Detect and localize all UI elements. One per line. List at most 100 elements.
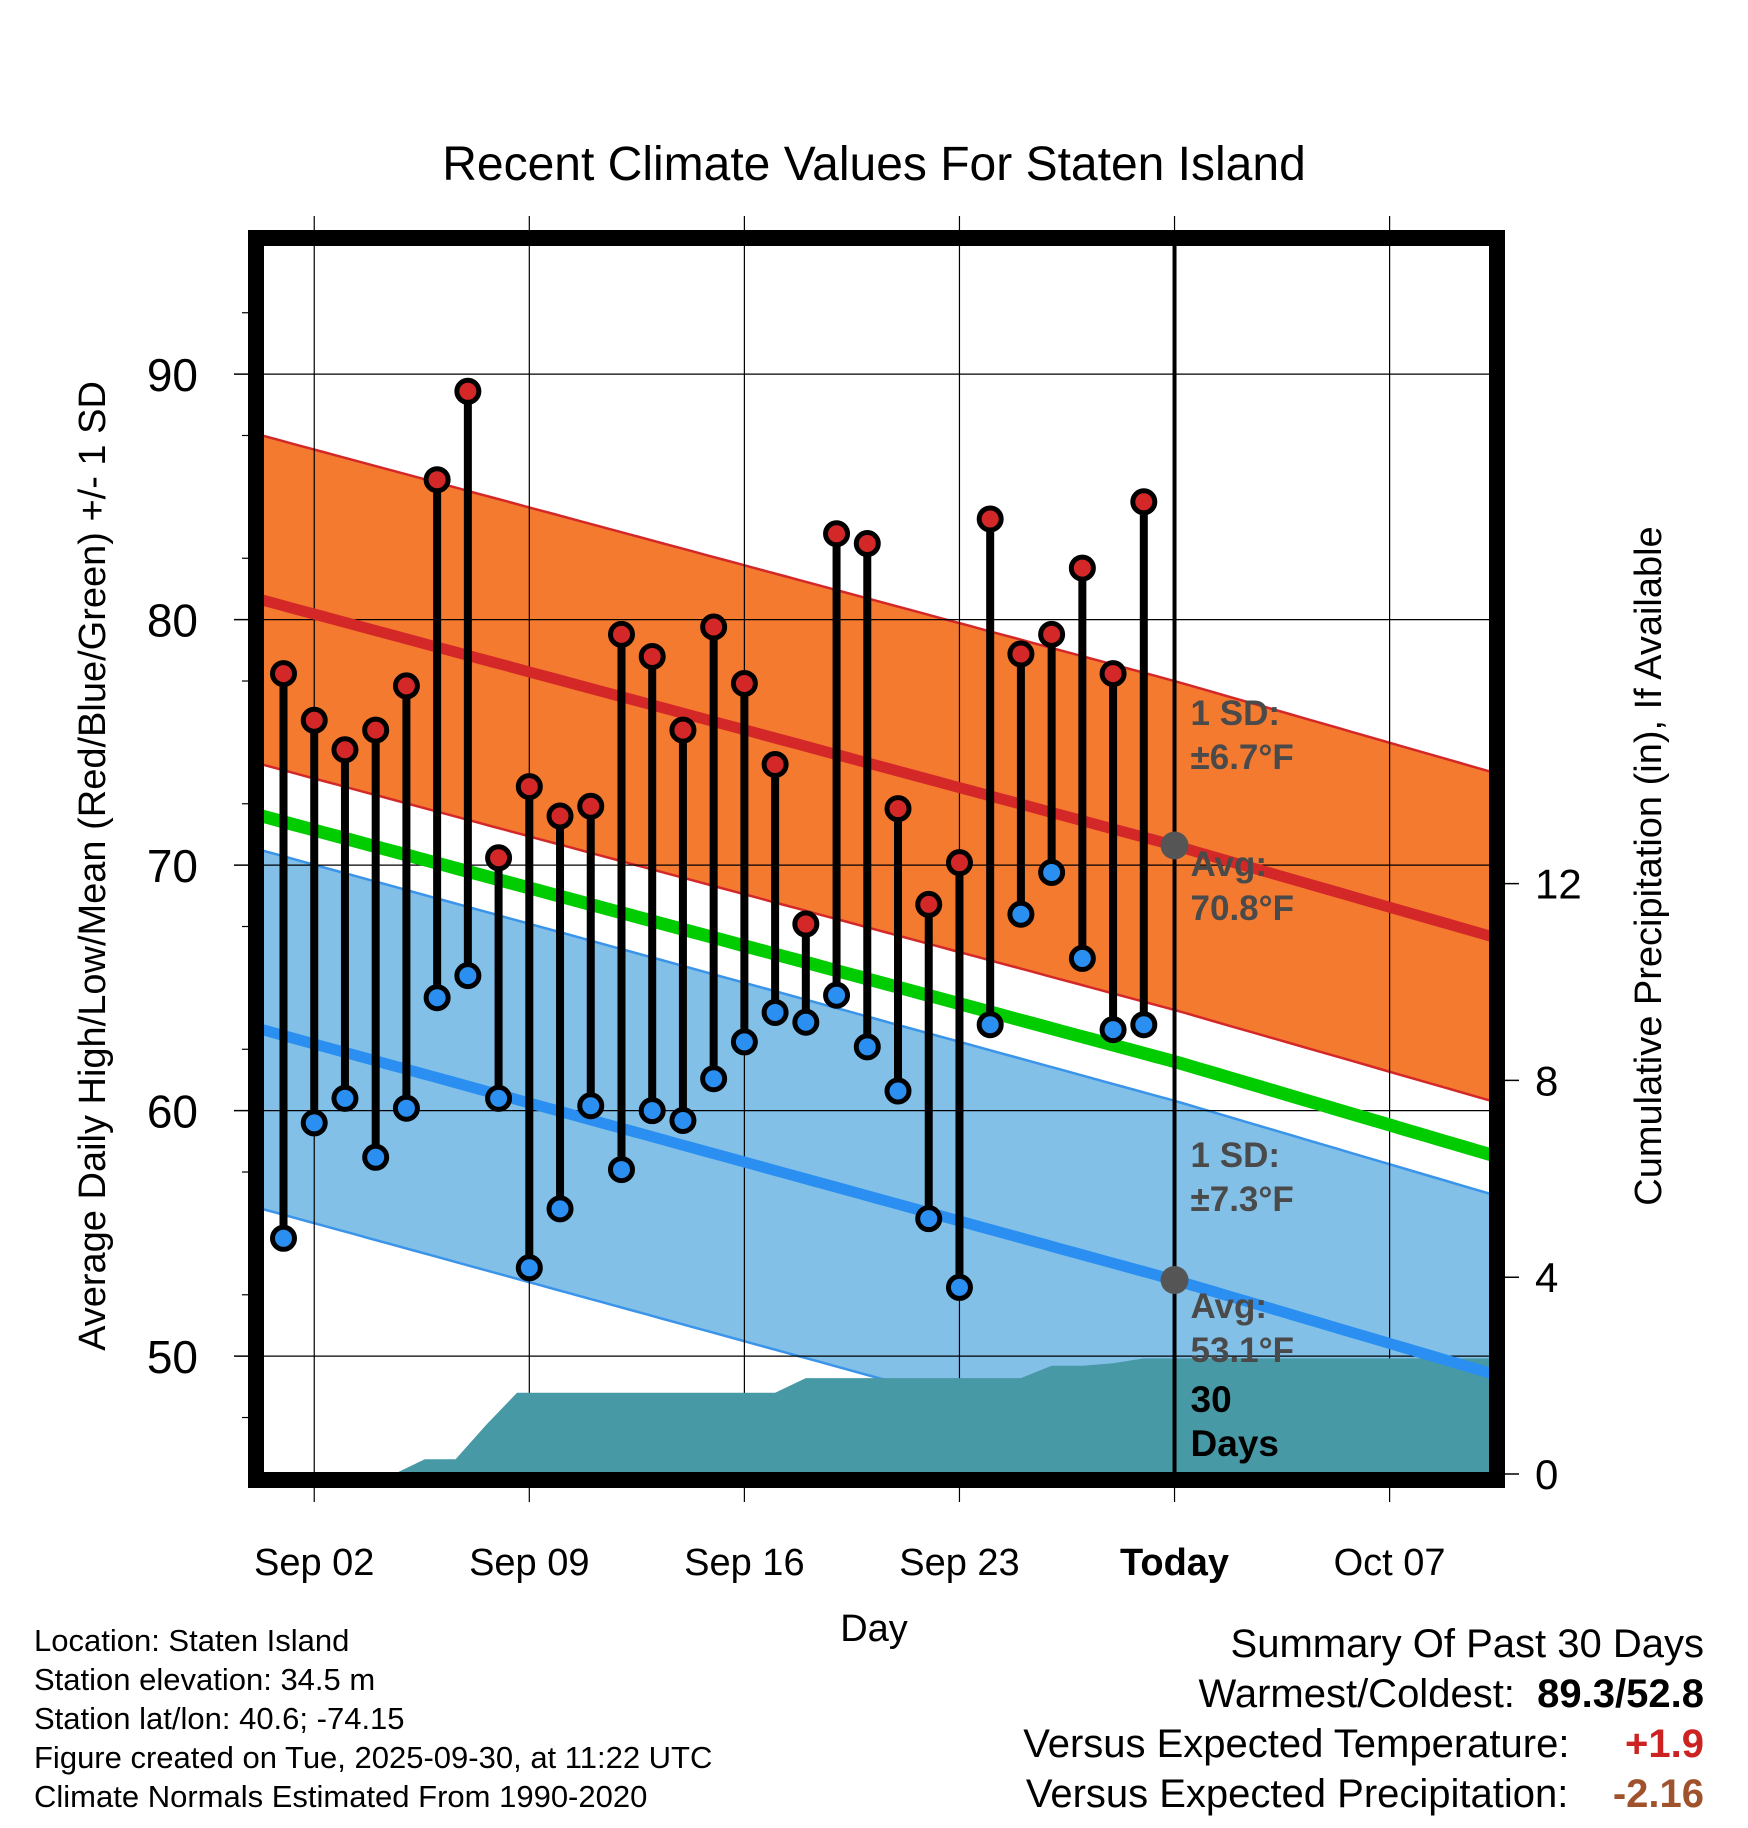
high-point-1 <box>270 660 298 688</box>
low-band-lower-edge <box>262 1207 1229 1474</box>
elevation-text: Station elevation: 34.5 m <box>34 1662 376 1697</box>
low-point-11 <box>577 1092 605 1120</box>
precip-value: -2.16 <box>1612 1772 1704 1816</box>
high-point-27 <box>1068 554 1096 582</box>
low-point-27 <box>1068 944 1096 972</box>
high-point-24 <box>976 505 1004 533</box>
summary-precip: Versus Expected Precipitation: -2.16 <box>1026 1772 1704 1817</box>
low-point-18 <box>792 1008 820 1036</box>
precip-area <box>262 1358 1491 1474</box>
low-point-20 <box>853 1033 881 1061</box>
high-point-10 <box>546 802 574 830</box>
summary-title: Summary Of Past 30 Days <box>1230 1622 1704 1666</box>
warm-cold-slash: / <box>1615 1672 1627 1716</box>
plot-frame <box>248 230 1505 1488</box>
days-label-0: 30 <box>1191 1379 1232 1420</box>
summary-warm-cold: Warmest/Coldest: 89.3/52.8 <box>1199 1672 1704 1717</box>
high-sd-label-0: 1 SD: <box>1191 694 1280 733</box>
low-point-21 <box>884 1077 912 1105</box>
low-point-22 <box>915 1205 943 1233</box>
low-point-15 <box>700 1065 728 1093</box>
x-tick-label-0: Sep 02 <box>254 1542 374 1584</box>
low-point-23 <box>945 1273 973 1301</box>
high-avg-label-0: Avg: <box>1191 845 1267 884</box>
low-point-7 <box>454 962 482 990</box>
y2-tick-label-0: 0 <box>1535 1451 1558 1498</box>
low-point-2 <box>300 1109 328 1137</box>
high-point-23 <box>945 849 973 877</box>
high-point-21 <box>884 795 912 823</box>
y-tick-label-2: 70 <box>147 840 198 892</box>
high-point-13 <box>638 642 666 670</box>
x-tick-label-5: Oct 07 <box>1334 1542 1446 1584</box>
high-point-5 <box>392 672 420 700</box>
high-point-26 <box>1038 620 1066 648</box>
high-point-20 <box>853 530 881 558</box>
high-sd-label-1: ±6.7°F <box>1191 738 1294 777</box>
low-point-9 <box>515 1254 543 1282</box>
high-point-18 <box>792 910 820 938</box>
y-tick-label-0: 50 <box>147 1331 198 1383</box>
x-axis-label: Day <box>840 1608 908 1650</box>
summary-temp: Versus Expected Temperature: +1.9 <box>1023 1722 1704 1767</box>
y-tick-label-1: 60 <box>147 1086 198 1138</box>
x-tick-label-4: Today <box>1120 1542 1229 1584</box>
y2-tick-label-1: 4 <box>1535 1254 1558 1301</box>
low-point-16 <box>730 1028 758 1056</box>
low-point-8 <box>485 1084 513 1112</box>
low-sd-label-0: 1 SD: <box>1191 1136 1280 1175</box>
low-point-5 <box>392 1094 420 1122</box>
y-axis-label: Average Daily High/Low/Mean (Red/Blue/Gr… <box>72 381 114 1351</box>
x-tick-label-3: Sep 23 <box>899 1542 1019 1584</box>
y-tick-label-3: 80 <box>147 595 198 647</box>
low-point-13 <box>638 1097 666 1125</box>
x-tick-label-1: Sep 09 <box>469 1542 589 1584</box>
y2-tick-label-2: 8 <box>1535 1057 1558 1104</box>
high-avg-label-1: 70.8°F <box>1191 889 1295 928</box>
high-point-22 <box>915 890 943 918</box>
high-point-11 <box>577 792 605 820</box>
low-point-12 <box>607 1156 635 1184</box>
temp-value: +1.9 <box>1625 1722 1704 1766</box>
low-avg-label-0: Avg: <box>1191 1287 1267 1326</box>
y2-axis-label: Cumulative Precipitation (in), If Availa… <box>1628 526 1670 1205</box>
low-point-26 <box>1038 859 1066 887</box>
precip-label: Versus Expected Precipitation: <box>1025 1772 1569 1816</box>
low-point-10 <box>546 1195 574 1223</box>
warm-cold-label: Warmest/Coldest: <box>1198 1672 1515 1716</box>
low-point-6 <box>423 984 451 1012</box>
high-point-8 <box>485 844 513 872</box>
high-point-7 <box>454 377 482 405</box>
high-point-12 <box>607 620 635 648</box>
days-label-1: Days <box>1191 1423 1279 1464</box>
y-tick-label-4: 90 <box>147 349 198 401</box>
low-point-19 <box>823 981 851 1009</box>
today-low-dot <box>1160 1266 1189 1295</box>
high-point-16 <box>730 669 758 697</box>
created-text: Figure created on Tue, 2025-09-30, at 11… <box>34 1740 713 1775</box>
low-point-28 <box>1099 1016 1127 1044</box>
temp-label: Versus Expected Temperature: <box>1023 1722 1570 1766</box>
high-point-6 <box>423 466 451 494</box>
low-avg-label-1: 53.1°F <box>1191 1331 1295 1370</box>
low-point-4 <box>362 1143 390 1171</box>
high-point-3 <box>331 736 359 764</box>
high-point-25 <box>1007 640 1035 668</box>
low-point-14 <box>669 1106 697 1134</box>
normals-text: Climate Normals Estimated From 1990-2020 <box>34 1779 648 1814</box>
high-point-29 <box>1130 488 1158 516</box>
low-point-3 <box>331 1084 359 1112</box>
today-high-dot <box>1160 831 1189 860</box>
high-point-2 <box>300 706 328 734</box>
high-point-19 <box>823 520 851 548</box>
low-point-25 <box>1007 900 1035 928</box>
high-point-28 <box>1099 660 1127 688</box>
low-point-1 <box>270 1224 298 1252</box>
warmest-value: 89.3 <box>1537 1672 1616 1716</box>
low-point-24 <box>976 1011 1004 1039</box>
low-point-17 <box>761 998 789 1026</box>
high-point-14 <box>669 716 697 744</box>
location-text: Location: Staten Island <box>34 1623 350 1658</box>
low-sd-band <box>262 850 1491 1474</box>
low-sd-label-1: ±7.3°F <box>1191 1180 1294 1219</box>
